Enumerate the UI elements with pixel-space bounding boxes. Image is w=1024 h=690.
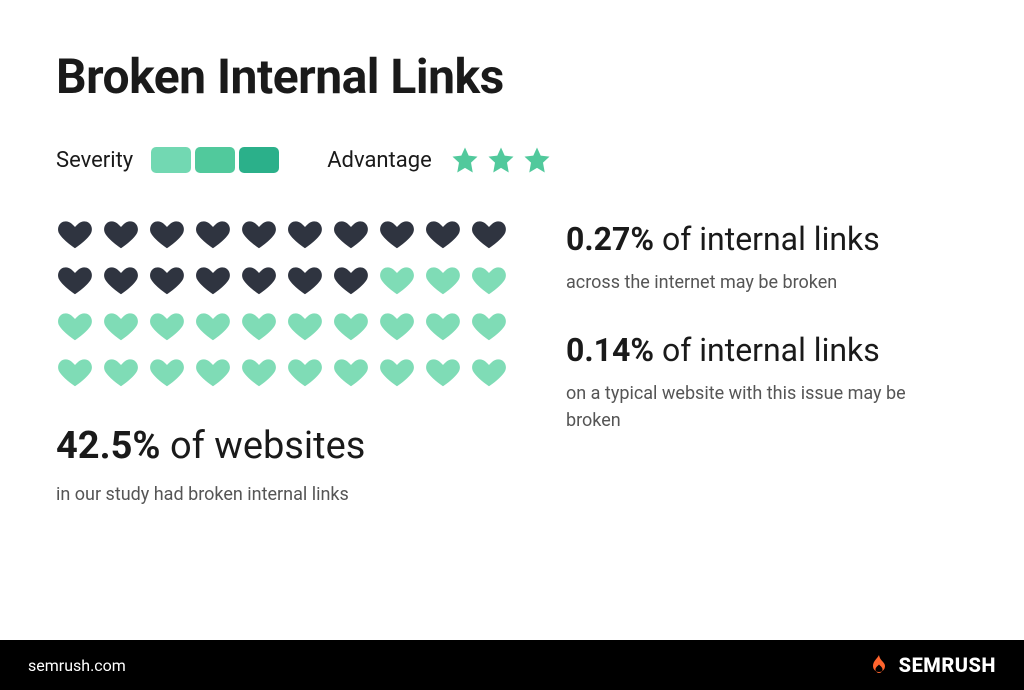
brand-name: SEMRUSH: [899, 653, 996, 677]
content-row: 42.5% of websites in our study had broke…: [56, 215, 968, 508]
heart-icon: [194, 307, 232, 345]
stat-internet-sub: across the internet may be broken: [566, 269, 926, 296]
brand-logo: SEMRUSH: [867, 653, 996, 677]
heart-icon: [332, 261, 370, 299]
hearts-grid: [56, 215, 510, 393]
heart-icon: [56, 215, 94, 253]
meta-row: Severity Advantage: [56, 145, 968, 175]
star-icon: [450, 145, 480, 175]
heart-icon: [56, 261, 94, 299]
stat-typical-pct: 0.14%: [566, 331, 654, 369]
heart-icon: [424, 307, 462, 345]
stat-typical-big: 0.14% of internal links: [566, 330, 968, 370]
heart-icon: [102, 215, 140, 253]
heart-icon: [332, 353, 370, 391]
heart-icon: [148, 353, 186, 391]
heart-icon: [378, 261, 416, 299]
right-column: 0.27% of internal links across the inter…: [566, 215, 968, 508]
heart-icon: [102, 307, 140, 345]
heart-icon: [332, 307, 370, 345]
heart-icon: [378, 307, 416, 345]
heart-icon: [332, 215, 370, 253]
websites-sub: in our study had broken internal links: [56, 481, 510, 508]
severity-bar: [195, 147, 235, 173]
heart-icon: [424, 261, 462, 299]
heart-icon: [240, 353, 278, 391]
severity-label: Severity: [56, 148, 133, 173]
heart-icon: [148, 261, 186, 299]
stat-internet-pct: 0.27%: [566, 220, 654, 258]
stat-internet-rest: of internal links: [654, 220, 880, 258]
left-column: 42.5% of websites in our study had broke…: [56, 215, 510, 508]
heart-icon: [102, 261, 140, 299]
star-icon: [486, 145, 516, 175]
heart-icon: [470, 353, 508, 391]
heart-icon: [470, 261, 508, 299]
flame-icon: [867, 653, 891, 677]
footer-url: semrush.com: [28, 656, 126, 675]
heart-icon: [148, 215, 186, 253]
stat-typical: 0.14% of internal links on a typical web…: [566, 330, 968, 434]
heart-icon: [286, 353, 324, 391]
heart-icon: [470, 307, 508, 345]
severity-meta: Severity: [56, 147, 279, 173]
stat-internet: 0.27% of internal links across the inter…: [566, 219, 968, 296]
heart-icon: [286, 261, 324, 299]
stat-typical-sub: on a typical website with this issue may…: [566, 380, 926, 434]
heart-icon: [470, 215, 508, 253]
heart-icon: [424, 215, 462, 253]
heart-icon: [378, 353, 416, 391]
heart-icon: [240, 215, 278, 253]
advantage-stars: [450, 145, 552, 175]
heart-icon: [286, 215, 324, 253]
heart-icon: [102, 353, 140, 391]
heart-icon: [194, 215, 232, 253]
heart-icon: [286, 307, 324, 345]
severity-bars: [151, 147, 279, 173]
footer-bar: semrush.com SEMRUSH: [0, 640, 1024, 690]
severity-bar: [151, 147, 191, 173]
stat-typical-rest: of internal links: [654, 331, 880, 369]
heart-icon: [240, 261, 278, 299]
heart-icon: [148, 307, 186, 345]
advantage-label: Advantage: [327, 148, 432, 173]
heart-icon: [378, 215, 416, 253]
websites-pct: 42.5%: [56, 424, 161, 468]
heart-icon: [194, 261, 232, 299]
heart-icon: [194, 353, 232, 391]
star-icon: [522, 145, 552, 175]
page-title: Broken Internal Links: [56, 48, 968, 105]
websites-rest: of websites: [161, 424, 366, 468]
heart-icon: [56, 307, 94, 345]
severity-bar: [239, 147, 279, 173]
heart-icon: [424, 353, 462, 391]
websites-stat: 42.5% of websites: [56, 423, 510, 471]
infographic-card: Broken Internal Links Severity Advantage…: [0, 0, 1024, 508]
heart-icon: [240, 307, 278, 345]
advantage-meta: Advantage: [327, 145, 552, 175]
stat-internet-big: 0.27% of internal links: [566, 219, 968, 259]
heart-icon: [56, 353, 94, 391]
